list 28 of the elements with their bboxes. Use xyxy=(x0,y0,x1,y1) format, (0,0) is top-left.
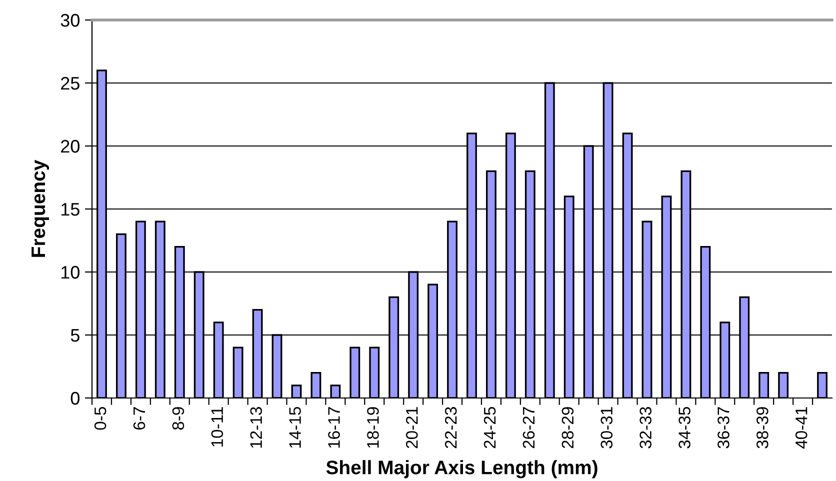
y-tick-label: 15 xyxy=(61,203,80,216)
x-tick-label: 32-33 xyxy=(640,407,652,448)
x-tick-label: 30-31 xyxy=(600,407,613,448)
y-tick-label: 5 xyxy=(70,329,80,342)
x-tick-label: 34-35 xyxy=(678,407,690,448)
y-axis-title: Frequency xyxy=(32,160,49,257)
x-tick-label: 10-11 xyxy=(211,407,224,446)
x-tick-label: 6-7 xyxy=(133,407,146,430)
x-tick-label: 22-23 xyxy=(444,407,457,448)
x-tick-label: 14-15 xyxy=(289,407,301,448)
x-tick-label: 28-29 xyxy=(562,407,574,448)
x-tick-label: 38-39 xyxy=(756,407,768,448)
y-tick-label: 30 xyxy=(60,14,80,27)
y-tick-label: 10 xyxy=(61,266,80,279)
y-tick-label: 0 xyxy=(70,392,80,405)
x-tick-label: 12-13 xyxy=(250,407,262,448)
y-tick-label: 20 xyxy=(61,140,80,153)
x-tick-label: 16-17 xyxy=(328,407,340,448)
x-tick-label: 18-19 xyxy=(367,407,379,448)
x-axis-title: Shell Major Axis Length (mm) xyxy=(326,460,598,478)
x-tick-label: 40-41 xyxy=(795,407,808,449)
x-tick-label: 24-25 xyxy=(484,407,496,448)
x-tick-label: 36-37 xyxy=(718,407,730,448)
x-tick-label: 0-5 xyxy=(94,407,106,430)
x-tick-label: 8-9 xyxy=(172,407,184,430)
x-tick-label: 20-21 xyxy=(406,407,418,448)
x-tick-label: 26-27 xyxy=(522,407,535,448)
y-tick-label: 25 xyxy=(61,76,80,90)
